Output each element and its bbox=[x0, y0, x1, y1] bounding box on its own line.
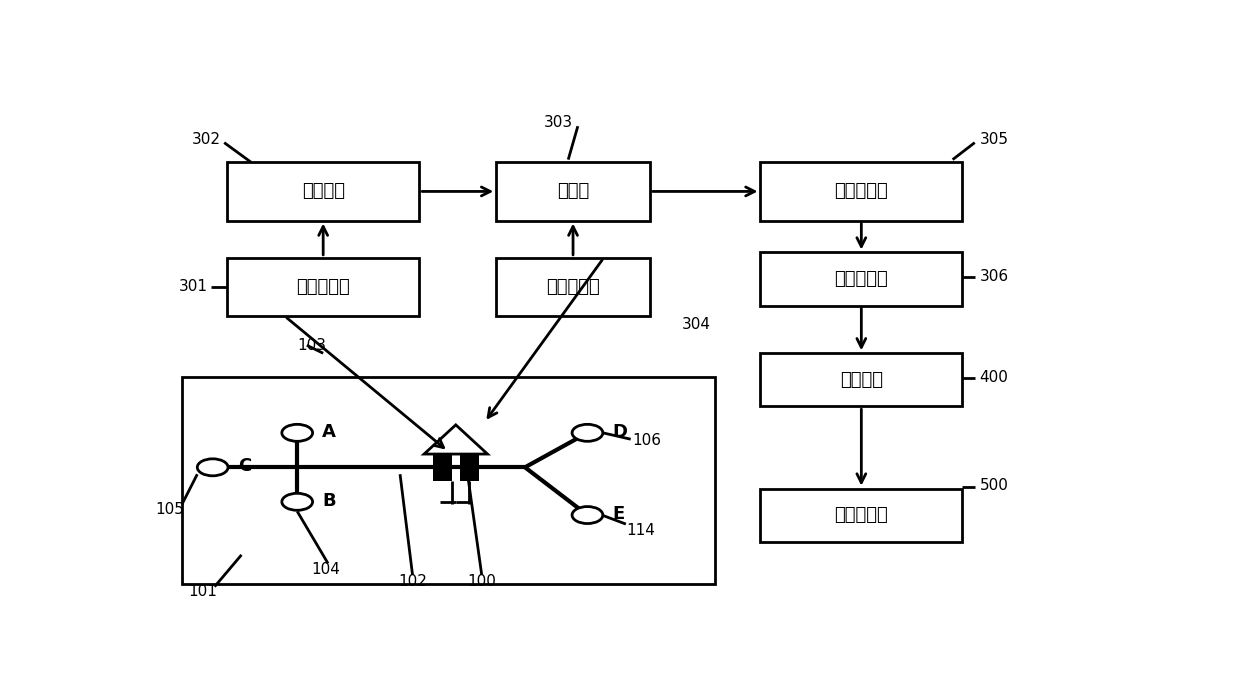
Circle shape bbox=[197, 459, 228, 476]
Bar bbox=[182, 377, 715, 584]
Text: 106: 106 bbox=[632, 433, 662, 449]
Text: 低通滤波器: 低通滤波器 bbox=[835, 183, 888, 200]
Text: 乘法器: 乘法器 bbox=[557, 183, 589, 200]
Text: 104: 104 bbox=[311, 562, 341, 577]
Text: 上位机软件: 上位机软件 bbox=[835, 506, 888, 524]
Bar bbox=[760, 252, 962, 305]
Text: E: E bbox=[613, 505, 625, 523]
Text: 305: 305 bbox=[980, 132, 1008, 147]
Bar bbox=[760, 489, 962, 542]
Text: 100: 100 bbox=[467, 574, 496, 589]
Text: 101: 101 bbox=[188, 584, 217, 599]
Bar bbox=[760, 163, 962, 220]
Text: 信号发生器: 信号发生器 bbox=[296, 278, 350, 296]
Circle shape bbox=[281, 493, 312, 511]
Text: 302: 302 bbox=[191, 132, 221, 147]
Text: 304: 304 bbox=[682, 316, 711, 331]
Text: 400: 400 bbox=[980, 369, 1008, 384]
Circle shape bbox=[572, 506, 603, 524]
Text: 114: 114 bbox=[626, 524, 655, 539]
Text: 相移模块: 相移模块 bbox=[301, 183, 345, 200]
Text: A: A bbox=[322, 423, 336, 441]
Text: 后置放大器: 后置放大器 bbox=[835, 270, 888, 288]
Text: B: B bbox=[322, 492, 336, 510]
Text: 306: 306 bbox=[980, 269, 1008, 284]
Bar bbox=[496, 258, 650, 316]
Bar bbox=[227, 163, 419, 220]
Text: D: D bbox=[613, 423, 627, 441]
Circle shape bbox=[281, 424, 312, 442]
Text: 102: 102 bbox=[398, 574, 427, 589]
Bar bbox=[227, 258, 419, 316]
Text: 前置放大器: 前置放大器 bbox=[546, 278, 600, 296]
Bar bbox=[460, 454, 479, 481]
Text: 105: 105 bbox=[155, 502, 184, 517]
Text: 500: 500 bbox=[980, 478, 1008, 493]
Text: 控制模块: 控制模块 bbox=[839, 371, 883, 389]
Text: C: C bbox=[238, 457, 250, 475]
Text: 303: 303 bbox=[544, 115, 573, 130]
Circle shape bbox=[572, 424, 603, 442]
Bar bbox=[433, 454, 451, 481]
Bar bbox=[496, 163, 650, 220]
Text: 103: 103 bbox=[298, 338, 326, 353]
Text: 301: 301 bbox=[179, 280, 208, 294]
Bar bbox=[760, 353, 962, 407]
